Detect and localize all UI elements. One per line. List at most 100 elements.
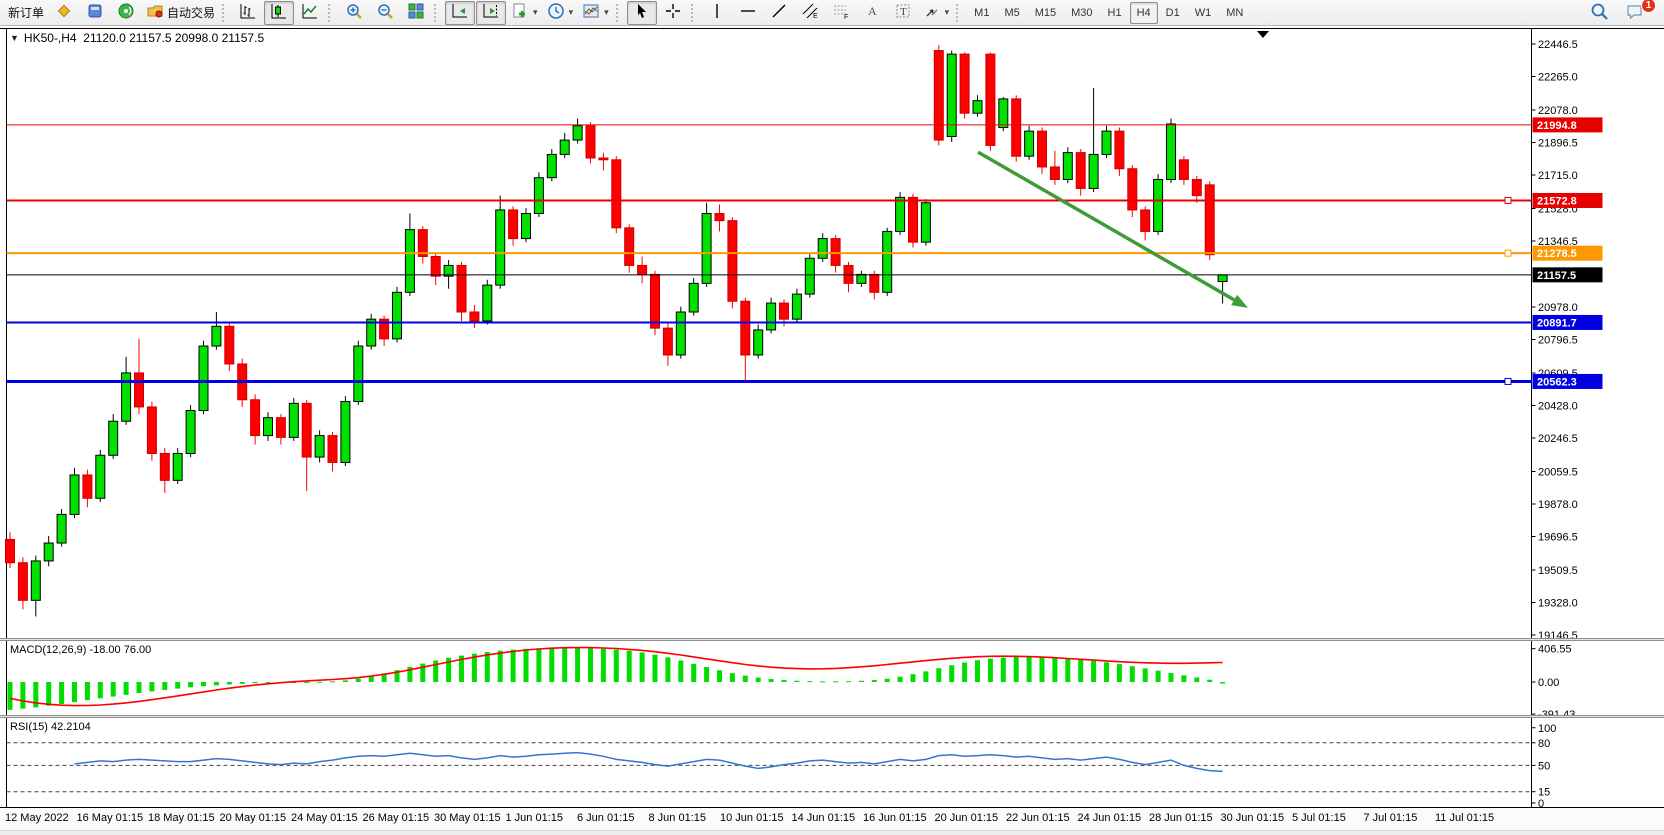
time-axis[interactable]: 12 May 2022 16 May 01:15 18 May 01:15 20 Ma… (0, 808, 1664, 830)
candle (301, 402, 312, 458)
macd-histogram-bar (975, 660, 980, 682)
time-axis-label: 30 Jun 01:15 (1220, 812, 1285, 824)
level-drag-handle[interactable] (1504, 249, 1512, 257)
chart-shift-marker[interactable] (1257, 31, 1269, 38)
candle (637, 264, 648, 275)
new-order-button[interactable]: 新订单 (4, 1, 48, 25)
candle (198, 345, 209, 412)
candle (30, 560, 41, 601)
candle (340, 401, 351, 463)
price-axis-tick: 22078.0 (1538, 105, 1578, 117)
main-price-chart[interactable]: 22446.522265.022078.021896.521715.021528… (0, 28, 1664, 638)
panel-splitter[interactable] (0, 638, 1664, 641)
chart-menu-expander-icon[interactable]: ▼ (10, 33, 19, 43)
crosshair-button[interactable] (658, 1, 688, 25)
signals-button[interactable] (111, 1, 141, 25)
timeframe-M5[interactable]: M5 (1004, 6, 1020, 19)
timeframe-MN[interactable]: MN (1226, 6, 1244, 19)
zoom-out-button[interactable] (370, 1, 400, 25)
zoom-in-button[interactable] (339, 1, 369, 25)
macd-histogram-bar (1000, 657, 1006, 682)
toolbar-separator (956, 3, 962, 22)
text-tool-button[interactable]: A (857, 1, 887, 25)
macd-histogram-bar (33, 682, 39, 708)
toolbar-separator (434, 3, 440, 22)
macd-histogram-bar (510, 649, 516, 682)
candlestick-chart-icon (270, 2, 288, 23)
timeframe-H4[interactable]: H4 (1129, 1, 1158, 24)
price-axis-tick: 19696.5 (1538, 531, 1578, 543)
auto-scroll-icon (451, 2, 469, 23)
price-tag-label: 21157.5 (1537, 270, 1576, 282)
periods-button[interactable]: ▾ (543, 1, 578, 25)
candle (585, 125, 596, 159)
dropdown-caret-icon: ▾ (604, 7, 609, 17)
time-axis-label: 26 May 01:15 (362, 812, 430, 824)
price-axis-tick: 19328.0 (1538, 597, 1578, 609)
zoom-out-icon (376, 2, 394, 23)
macd-histogram-bar (355, 678, 361, 682)
tile-windows-button[interactable] (401, 1, 431, 25)
search-button[interactable] (1584, 1, 1614, 25)
bar-chart-button[interactable] (233, 1, 263, 25)
new-order-label: 新订单 (8, 6, 45, 20)
text-tool-icon: A (863, 2, 881, 23)
timeframe-M30[interactable]: M30 (1071, 6, 1093, 19)
price-axis-tick: 19146.5 (1538, 630, 1578, 638)
time-axis-label: 24 May 01:15 (291, 812, 358, 824)
macd-histogram-bar (149, 682, 155, 692)
svg-text:T: T (900, 6, 907, 18)
timeframe-D1[interactable]: D1 (1165, 6, 1180, 19)
macd-histogram-bar (330, 681, 335, 683)
line-chart-button[interactable] (295, 1, 325, 25)
autotrading-button[interactable]: 自动交易 (142, 1, 219, 25)
macd-histogram-bar (1091, 660, 1097, 682)
candle (727, 220, 738, 302)
new-chart-button[interactable]: ▾ (507, 1, 542, 25)
timeframe-W1[interactable]: W1 (1194, 6, 1212, 19)
arrows-icon (923, 2, 941, 23)
trend-arrow-head[interactable] (1231, 294, 1248, 308)
notifications-button[interactable]: 1 (1620, 0, 1656, 25)
cursor-button[interactable] (626, 0, 657, 25)
main-toolbar: 新订单 自动交易 ▾ ▾ (0, 0, 1664, 26)
time-axis-label: 28 Jun 01:15 (1149, 812, 1213, 824)
macd-histogram-bar (226, 682, 232, 685)
candle (662, 327, 673, 356)
macd-histogram-bar (729, 673, 735, 682)
equidistant-channel-tool-button[interactable]: E (795, 1, 825, 25)
auto-scroll-button[interactable] (445, 0, 476, 25)
macd-axis-tick: -391.43 (1538, 709, 1575, 715)
rsi-indicator-panel[interactable]: 100 80 50 150 (0, 718, 1664, 808)
timeframe-M1[interactable]: M1 (974, 6, 990, 19)
time-axis-label: 24 Jun 01:15 (1077, 812, 1142, 824)
level-drag-handle[interactable] (1504, 196, 1512, 204)
autotrading-label: 自动交易 (167, 6, 216, 20)
candle (753, 329, 764, 356)
timeframe-H1[interactable]: H1 (1107, 6, 1122, 19)
fibonacci-tool-button[interactable]: F (826, 1, 856, 25)
macd-histogram-bar (549, 647, 555, 682)
vertical-line-tool-button[interactable] (702, 1, 732, 25)
panel-splitter[interactable] (0, 715, 1664, 718)
chart-shift-button[interactable] (476, 0, 507, 25)
macd-indicator-panel[interactable]: 406.55 0.00 -391.43 (0, 641, 1664, 715)
templates-button[interactable]: ▾ (578, 1, 613, 25)
macd-axis-tick: 0.00 (1538, 677, 1559, 689)
rsi-axis-tick: 50 (1538, 760, 1550, 772)
trendline-tool-button[interactable] (764, 1, 794, 25)
macd-histogram-bar (846, 681, 851, 683)
level-drag-handle[interactable] (1504, 377, 1512, 385)
candle (379, 318, 390, 340)
data-window-button[interactable] (80, 1, 110, 25)
trend-arrow-line[interactable] (977, 150, 1236, 302)
text-label-tool-button[interactable]: T (888, 1, 918, 25)
time-axis-label: 11 Jul 01:15 (1435, 812, 1495, 824)
candlestick-chart-button[interactable] (264, 0, 295, 25)
arrows-tool-button[interactable]: ▾ (919, 1, 954, 25)
horizontal-line-tool-button[interactable] (733, 1, 763, 25)
candle (392, 291, 402, 340)
rsi-line (74, 751, 1223, 773)
market-watch-button[interactable] (49, 1, 79, 25)
timeframe-M15[interactable]: M15 (1034, 6, 1057, 19)
